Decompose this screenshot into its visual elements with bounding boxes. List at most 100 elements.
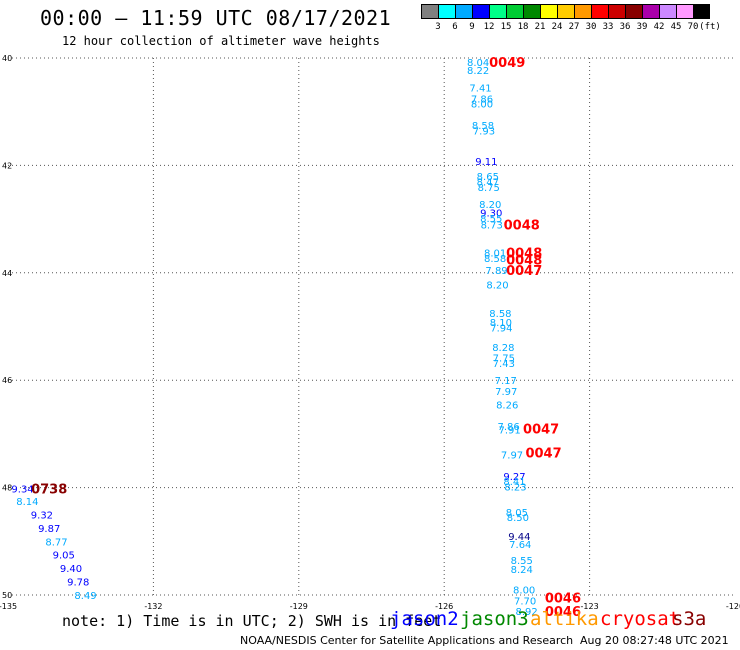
pass-time-label: 0047	[523, 423, 559, 438]
scale-swatch	[642, 4, 659, 19]
scale-swatch	[676, 4, 693, 19]
timestamp-text: Aug 20 08:27:48 UTC 2021	[580, 634, 729, 647]
scale-label: 15	[500, 22, 512, 32]
wave-height-value: 8.58	[472, 121, 494, 132]
satellite-legend-item: jason2	[390, 608, 459, 630]
scale-label: 24	[551, 22, 563, 32]
latitude-label: 42	[2, 161, 12, 170]
wave-height-value: 9.87	[38, 524, 60, 535]
wave-height-value: 9.40	[60, 564, 82, 575]
wave-height-value: 9.34	[11, 485, 33, 496]
scale-swatch	[659, 4, 676, 19]
scale-swatch	[591, 4, 608, 19]
latitude-label: 44	[2, 269, 12, 278]
wave-height-value: 7.70	[514, 596, 536, 607]
wave-height-value: 9.11	[475, 157, 497, 168]
wave-height-value: 8.41	[503, 477, 525, 488]
wave-height-value: 7.97	[501, 450, 523, 461]
wave-height-value: 8.77	[45, 537, 67, 548]
pass-time-label: 0046	[545, 605, 581, 620]
wave-height-value: 7.94	[490, 324, 512, 335]
wave-height-value: 7.43	[493, 359, 515, 370]
wave-height-value: 8.26	[496, 400, 518, 411]
color-scale	[421, 4, 710, 20]
wave-height-value: 7.91	[498, 426, 520, 437]
wave-height-value: 8.22	[467, 66, 489, 77]
wave-height-value: 8.55	[480, 214, 502, 225]
pass-time-label: 0049	[489, 56, 525, 71]
scale-swatch	[472, 4, 489, 19]
scale-swatch	[489, 4, 506, 19]
satellite-legend-item: altika	[530, 608, 599, 630]
wave-height-value: 8.24	[511, 565, 533, 576]
latitude-label: 40	[2, 54, 12, 63]
wave-height-value: 8.00	[513, 586, 535, 597]
scale-swatch	[540, 4, 557, 19]
scale-label: 30	[585, 22, 597, 32]
wave-height-value: 7.75	[493, 354, 515, 365]
wave-height-value: 8.49	[74, 591, 96, 602]
wave-height-value: 9.32	[31, 510, 53, 521]
satellite-legend-item: cryosat	[600, 608, 681, 630]
wave-height-value: 7.41	[469, 84, 491, 95]
wave-height-value: 8.50	[507, 513, 529, 524]
wave-height-value: 8.00	[471, 100, 493, 111]
longitude-label: -126	[435, 602, 453, 611]
wave-height-value: 8.47	[477, 178, 499, 189]
wave-height-value: 9.44	[508, 532, 530, 543]
satellite-legend-item: jason3	[460, 608, 529, 630]
longitude-label: -120	[726, 602, 740, 611]
scale-label: 39	[636, 22, 648, 32]
wave-height-value: 7.89	[485, 266, 507, 277]
wave-height-value: 8.65	[477, 172, 499, 183]
pass-time-label: 0046	[545, 592, 581, 607]
wave-height-value: 8.28	[492, 343, 514, 354]
longitude-label: -123	[581, 602, 599, 611]
scale-swatch	[608, 4, 625, 19]
wave-height-value: 9.78	[67, 578, 89, 589]
scale-swatch	[523, 4, 540, 19]
scale-label: 36	[619, 22, 631, 32]
wave-height-value: 7.17	[495, 376, 517, 387]
pass-time-label: 0047	[525, 447, 561, 462]
scale-swatch	[693, 4, 710, 19]
page-subtitle: 12 hour collection of altimeter wave hei…	[62, 34, 380, 48]
scale-swatch	[455, 4, 472, 19]
wave-height-value: 8.58	[489, 309, 511, 320]
wave-height-value: 9.30	[480, 209, 502, 220]
wave-height-value: 9.05	[53, 551, 75, 562]
wave-height-value: 8.04	[467, 58, 489, 69]
wave-height-value: 8.20	[486, 281, 508, 292]
scale-label: 33	[602, 22, 614, 32]
wave-height-value: 8.55	[511, 556, 533, 567]
scale-label: 70	[687, 22, 699, 32]
scale-label: 21	[534, 22, 546, 32]
longitude-label: -132	[144, 602, 162, 611]
latitude-label: 48	[2, 484, 12, 493]
wave-height-value: 8.05	[506, 508, 528, 519]
scale-swatch	[506, 4, 523, 19]
scale-label: 3	[435, 22, 441, 32]
scale-label: 27	[568, 22, 580, 32]
wave-height-value: 8.01	[484, 248, 506, 259]
longitude-label: -135	[0, 602, 17, 611]
scale-swatch	[625, 4, 642, 19]
scale-label: 9	[469, 22, 475, 32]
wave-height-value: 8.14	[16, 497, 38, 508]
latitude-label: 46	[2, 376, 12, 385]
wave-height-value: 8.73	[481, 220, 503, 231]
wave-height-value: 7.86	[471, 94, 493, 105]
pass-time-label: 0047	[506, 264, 542, 279]
wave-height-value: 8.10	[490, 318, 512, 329]
credit-text: NOAA/NESDIS Center for Satellite Applica…	[240, 634, 574, 647]
wave-height-value: 9.27	[503, 472, 525, 483]
wave-height-value: 8.23	[504, 483, 526, 494]
wave-height-value: 8.75	[478, 183, 500, 194]
scale-label: 42	[653, 22, 665, 32]
scale-label: 45	[670, 22, 682, 32]
wave-height-value: 8.20	[479, 200, 501, 211]
footer-note: note: 1) Time is in UTC; 2) SWH is in fe…	[62, 612, 442, 630]
wave-height-value: 7.97	[495, 387, 517, 398]
wave-height-value: 7.86	[498, 422, 520, 433]
